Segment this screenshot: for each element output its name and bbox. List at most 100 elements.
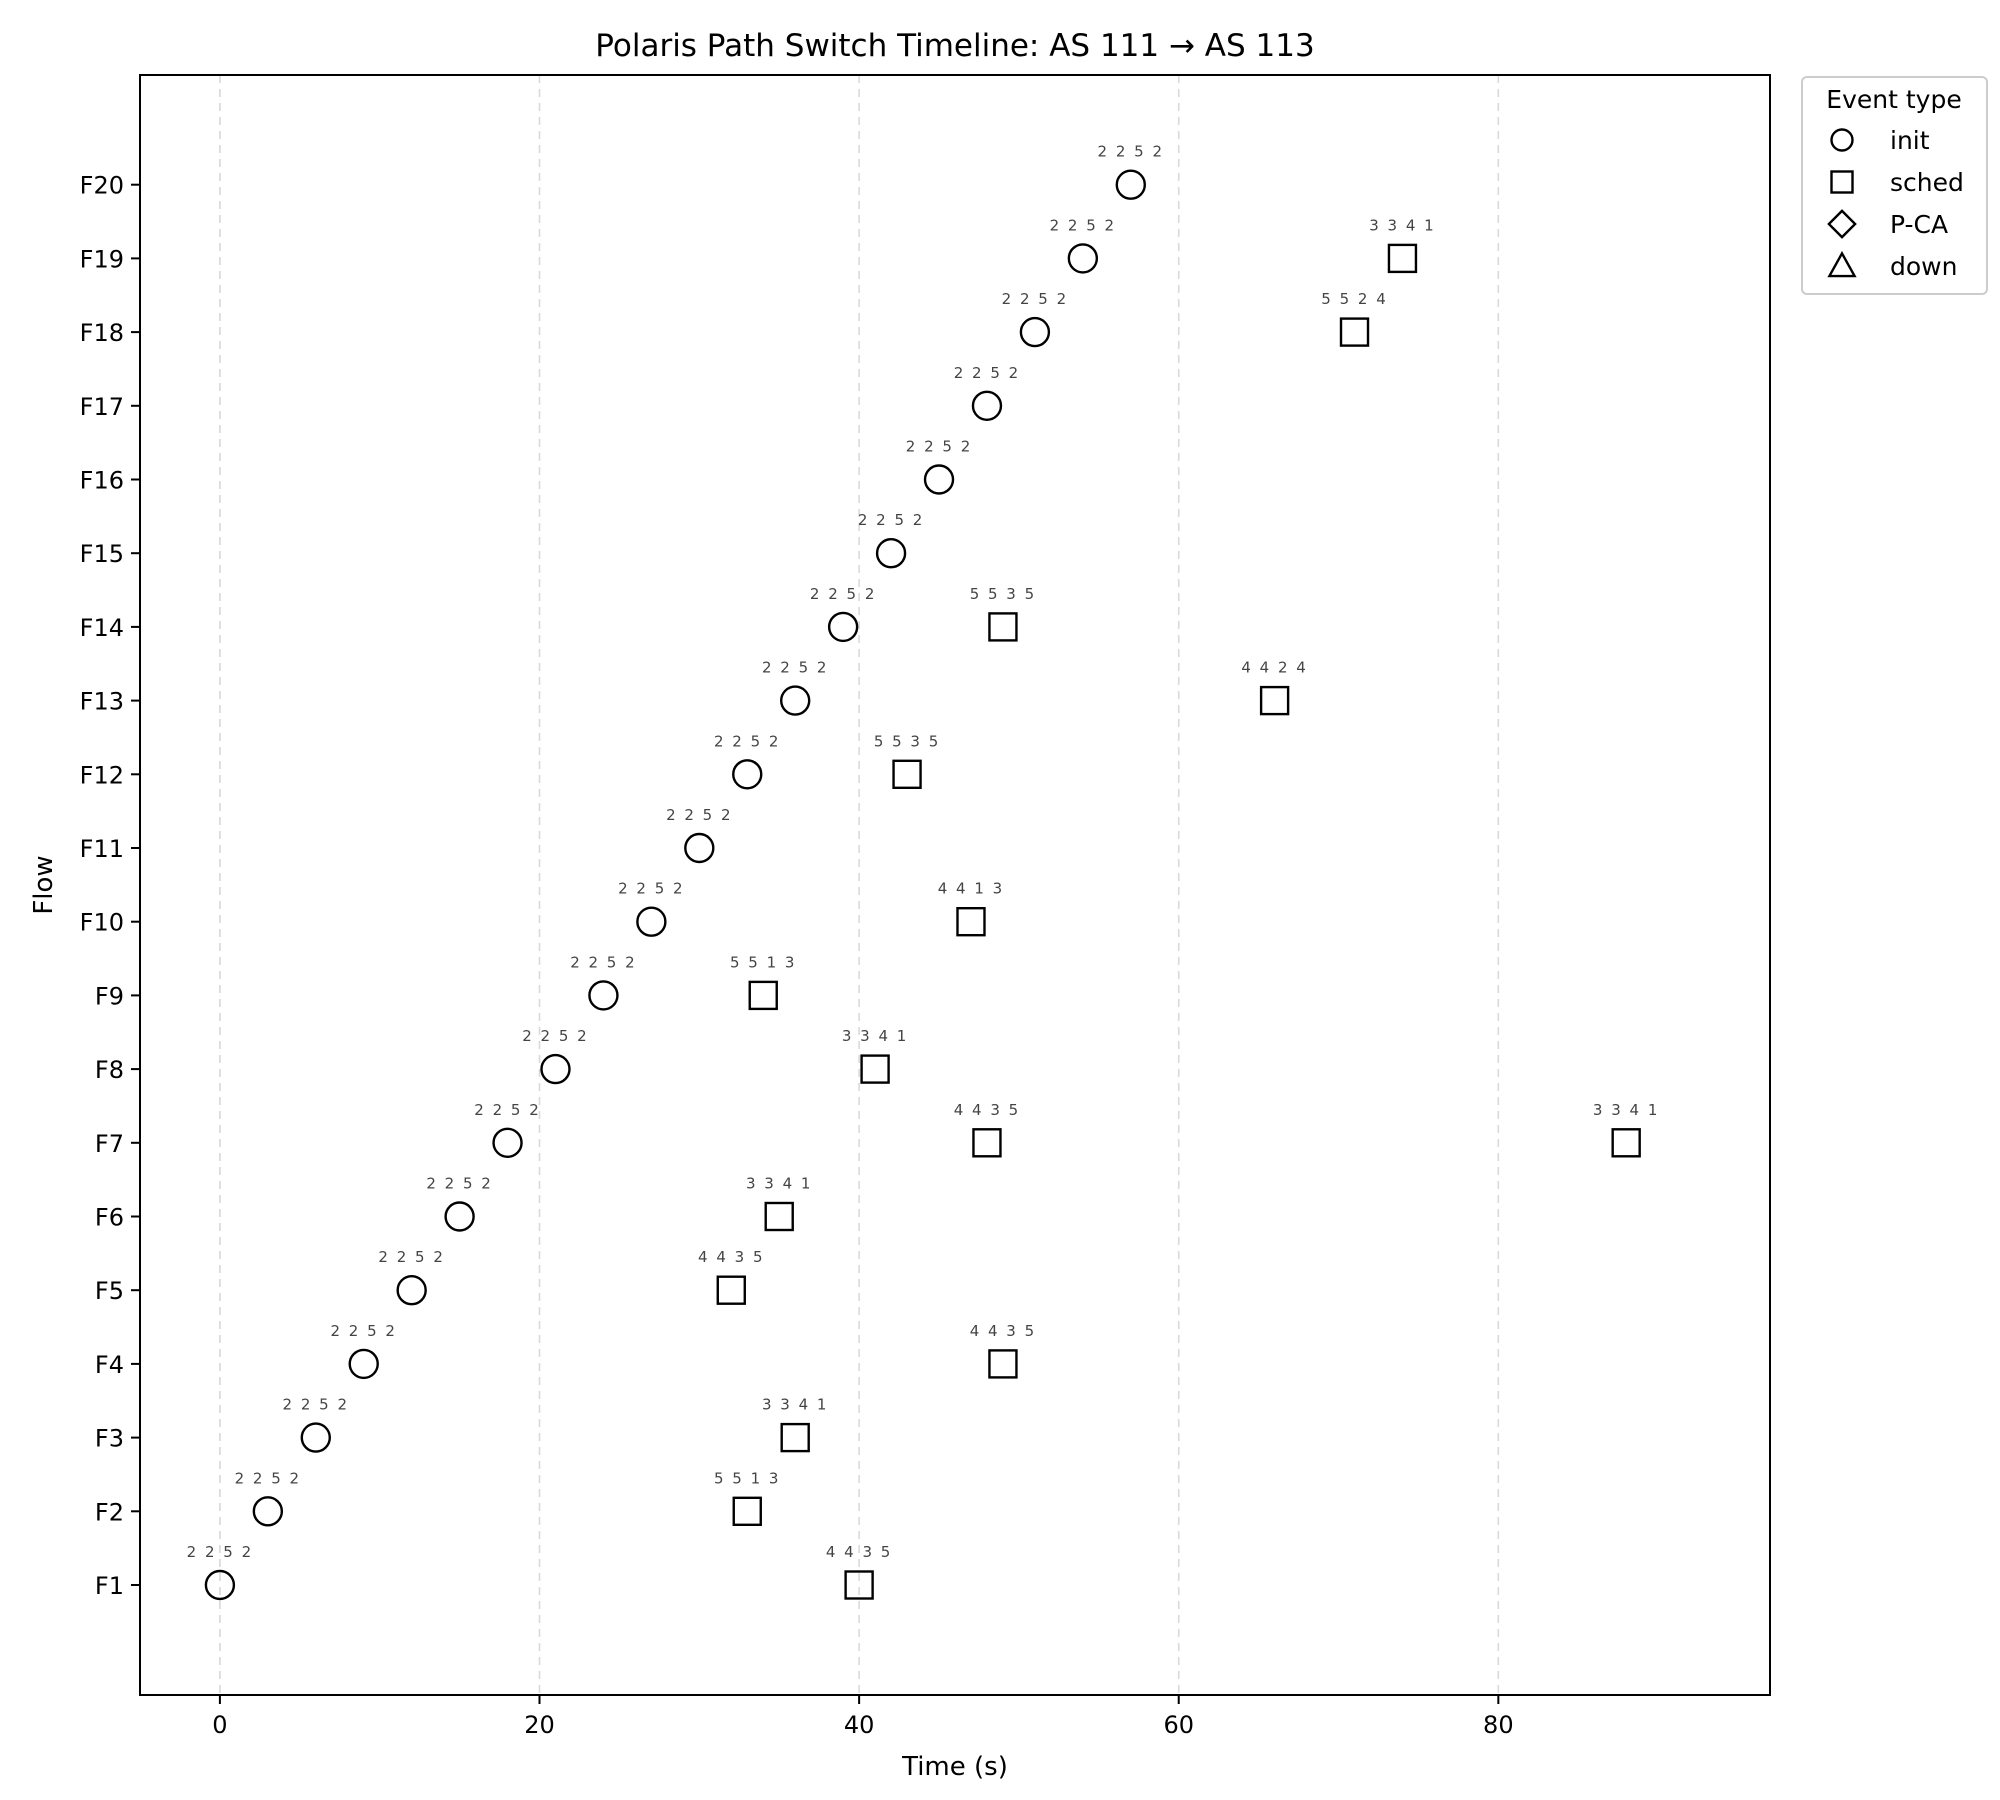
data-point-init [348, 1348, 379, 1380]
y-tick-label: F15 [80, 540, 124, 568]
legend-marker-diamond [1827, 209, 1857, 239]
x-tick-label: 0 [212, 1711, 227, 1739]
point-annotation: 4 4 3 5 [826, 1543, 892, 1561]
point-annotation: 2 2 5 2 [426, 1175, 492, 1193]
point-annotation: 2 2 5 2 [1098, 143, 1164, 161]
y-tick-label: F10 [80, 909, 124, 937]
point-annotation: 4 4 1 3 [938, 880, 1004, 898]
y-tick-label: F11 [80, 835, 124, 863]
y-tick-label: F9 [95, 982, 124, 1010]
y-axis: F1 F2 F3 F4 F5 F6 F7 F8 F9 F10 F11 F12 F13 F14 F15 F16 F… [80, 172, 140, 1600]
point-annotation: 2 2 5 2 [618, 880, 684, 898]
data-point-init [971, 390, 1003, 421]
point-annotation: 2 2 5 2 [906, 438, 972, 456]
legend: Event type init sched P-CA down [1801, 76, 1988, 295]
y-tick-label: F13 [80, 688, 124, 716]
y-tick-label: F8 [95, 1056, 124, 1084]
point-annotation: 3 3 4 1 [746, 1175, 812, 1193]
data-point-init [875, 538, 907, 569]
data-point-init [444, 1201, 475, 1232]
legend-title: Event type [1826, 85, 1961, 114]
data-point-sched [1611, 1128, 1641, 1158]
data-point-sched [956, 907, 986, 937]
point-annotation: 4 4 3 5 [970, 1322, 1036, 1340]
data-point-sched [1259, 685, 1290, 716]
point-annotation: 2 2 5 2 [1002, 290, 1068, 308]
y-tick-label: F12 [80, 761, 124, 789]
point-annotation: 2 2 5 2 [810, 585, 876, 603]
x-grid [219, 75, 1500, 1695]
point-annotation: 2 2 5 2 [235, 1469, 301, 1487]
y-tick-label: F6 [95, 1204, 124, 1232]
y-axis-title: Flow [29, 855, 59, 914]
y-tick-label: F5 [95, 1277, 124, 1305]
point-annotation: 2 2 5 2 [283, 1396, 349, 1414]
data-point-sched [716, 1275, 746, 1305]
y-tick-label: F1 [95, 1572, 124, 1600]
legend-label: sched [1890, 168, 1964, 197]
legend-marker-triangle [1827, 250, 1857, 278]
point-annotation: 2 2 5 2 [1050, 216, 1116, 234]
y-tick-label: F16 [80, 467, 124, 495]
point-annotation: 2 2 5 2 [474, 1101, 540, 1119]
data-point-init [636, 906, 667, 937]
x-tick-label: 60 [1163, 1711, 1194, 1739]
point-annotation: 4 4 3 5 [698, 1248, 764, 1266]
data-point-sched [780, 1422, 810, 1453]
data-point-sched [1387, 243, 1418, 274]
data-point-init [1067, 243, 1099, 274]
x-tick-label: 80 [1483, 1711, 1514, 1739]
point-annotation: 3 3 4 1 [762, 1396, 828, 1414]
point-annotation: 2 2 5 2 [714, 732, 780, 750]
data-point-init [732, 759, 763, 790]
x-axis-title: Time (s) [901, 1752, 1008, 1782]
legend-marker-square [1830, 170, 1854, 194]
data-point-sched [892, 759, 922, 789]
data-point-init [684, 832, 715, 864]
point-annotation: 5 5 2 4 [1321, 290, 1387, 308]
data-point-init [923, 464, 955, 495]
y-tick-label: F19 [80, 245, 124, 273]
point-annotation: 5 5 3 5 [970, 585, 1036, 603]
y-tick-label: F14 [80, 614, 124, 642]
data-point-init [396, 1274, 427, 1306]
data-point-sched [988, 612, 1018, 642]
point-annotation: 5 5 1 3 [730, 953, 796, 971]
point-annotation: 2 2 5 2 [762, 659, 828, 677]
data-point-sched [844, 1570, 874, 1600]
point-annotation: 2 2 5 2 [570, 953, 636, 971]
data-point-sched [748, 980, 778, 1011]
data-point-sched [764, 1201, 794, 1232]
data-point-init [779, 685, 811, 716]
point-annotation: 2 2 5 2 [187, 1543, 253, 1561]
data-point-sched [732, 1496, 762, 1527]
y-tick-label: F4 [95, 1351, 124, 1379]
point-annotation: 5 5 3 5 [874, 732, 940, 750]
legend-label: init [1890, 126, 1930, 155]
data-point-init [1019, 316, 1051, 348]
y-tick-label: F7 [95, 1130, 124, 1158]
data-point-init [204, 1569, 236, 1601]
point-annotation: 3 3 4 1 [842, 1027, 908, 1045]
point-annotation: 4 4 2 4 [1241, 659, 1307, 677]
y-tick-label: F3 [95, 1425, 124, 1453]
plot-area [139, 74, 1771, 1696]
point-annotation: 5 5 1 3 [714, 1469, 780, 1487]
point-annotation: 2 2 5 2 [330, 1322, 396, 1340]
y-tick-label: F20 [80, 172, 124, 200]
legend-marker-circle [1830, 128, 1854, 152]
data-point-sched [988, 1349, 1018, 1379]
point-annotation: 2 2 5 2 [858, 511, 924, 529]
legend-label: P-CA [1890, 210, 1948, 239]
legend-label: down [1890, 252, 1957, 281]
point-annotation: 2 2 5 2 [954, 364, 1020, 382]
data-point-sched [1339, 317, 1370, 347]
y-tick-label: F2 [95, 1498, 124, 1526]
x-tick-label: 20 [524, 1711, 555, 1739]
data-point-sched [972, 1128, 1002, 1158]
y-tick-label: F17 [80, 393, 124, 421]
point-annotation: 3 3 4 1 [1593, 1101, 1659, 1119]
chart-title: Polaris Path Switch Timeline: AS 111 → A… [595, 28, 1314, 64]
